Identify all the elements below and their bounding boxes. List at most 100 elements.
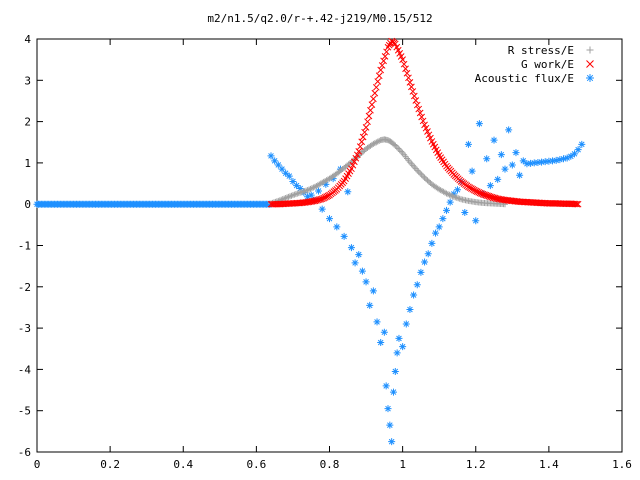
data-point [308,185,315,192]
data-point [406,79,414,86]
data-point [399,56,406,64]
data-point [505,126,513,134]
data-point [424,250,432,258]
data-point [410,291,418,299]
data-point [461,208,469,216]
data-point [508,161,516,169]
axis-ticks: 0 0.2 0.4 0.6 0.8 1 1.2 1.4 1.6 -6 -5 -4 -3 -2 -1 0 1 2 3 4 [18,33,632,471]
data-point [490,136,498,144]
data-point [370,95,377,103]
data-point [417,268,425,276]
data-point [367,106,374,114]
data-point [399,343,407,351]
data-point [373,139,380,146]
plot-frame [36,38,623,453]
y-tick-label: 2 [24,116,31,129]
data-point [421,174,428,181]
data-point [307,185,314,192]
data-point [358,138,366,146]
data-point [424,177,431,184]
data-point [432,229,440,237]
data-point [293,182,301,190]
data-point [501,165,509,173]
data-point [351,158,358,166]
data-point [366,301,374,309]
data-point [381,52,389,60]
x-tick-label: 0.4 [173,458,193,471]
data-point [374,138,381,145]
x-tick-label: 0 [34,458,41,471]
data-point [369,287,377,295]
y-tick-label: -2 [18,281,31,294]
data-point [386,421,394,429]
data-point [446,191,453,198]
data-point [574,146,582,154]
y-tick-label: 3 [24,74,31,87]
data-point [444,191,451,198]
data-point [358,267,366,275]
data-point [475,120,483,128]
data-point [371,140,378,147]
y-tick-label: 1 [24,157,31,170]
x-tick-label: 0.8 [320,458,340,471]
y-tick-label: 0 [24,198,31,211]
data-point [370,140,377,147]
data-point [285,193,292,200]
data-point [333,223,341,231]
data-point [545,157,553,165]
data-point [403,69,411,77]
data-point [439,215,447,223]
data-point [307,191,315,199]
data-point [527,159,535,167]
data-point [282,169,290,177]
data-point [281,195,288,202]
data-point [395,334,403,342]
data-point [388,438,396,446]
data-point [443,206,450,214]
data-point [424,128,431,135]
y-tick-label: -5 [18,405,31,418]
data-point [422,124,430,132]
data-point [356,143,364,150]
data-point [380,57,387,65]
y-tick-label: -4 [18,363,32,376]
data-point [271,157,279,165]
data-point [389,388,397,396]
data-point [267,152,275,160]
data-point [274,161,282,169]
data-point [530,159,538,167]
data-point [392,142,399,149]
data-point [571,200,579,208]
legend-label: G work/E [521,58,574,71]
data-point [549,157,557,165]
data-point [425,178,432,185]
data-point [288,192,295,199]
data-point [425,131,433,139]
data-point [519,157,527,165]
series-2 [267,120,586,446]
data-point [447,192,454,199]
data-point [359,133,367,141]
data-point [393,144,400,151]
data-point [578,140,586,148]
data-point [486,182,494,190]
data-point [398,148,405,155]
data-point [419,117,427,125]
data-point [449,193,456,200]
data-point [352,154,360,162]
data-point [310,184,317,191]
data-point [574,200,582,208]
data-point [361,128,368,136]
data-point [351,259,359,267]
data-point [494,175,502,183]
data-point [396,147,403,154]
data-point [402,65,409,73]
data-point [563,154,571,162]
data-point [348,165,355,173]
data-point [306,186,313,193]
data-point [586,46,594,54]
data-point [383,48,390,56]
data-point [556,156,564,164]
data-point [418,113,425,121]
